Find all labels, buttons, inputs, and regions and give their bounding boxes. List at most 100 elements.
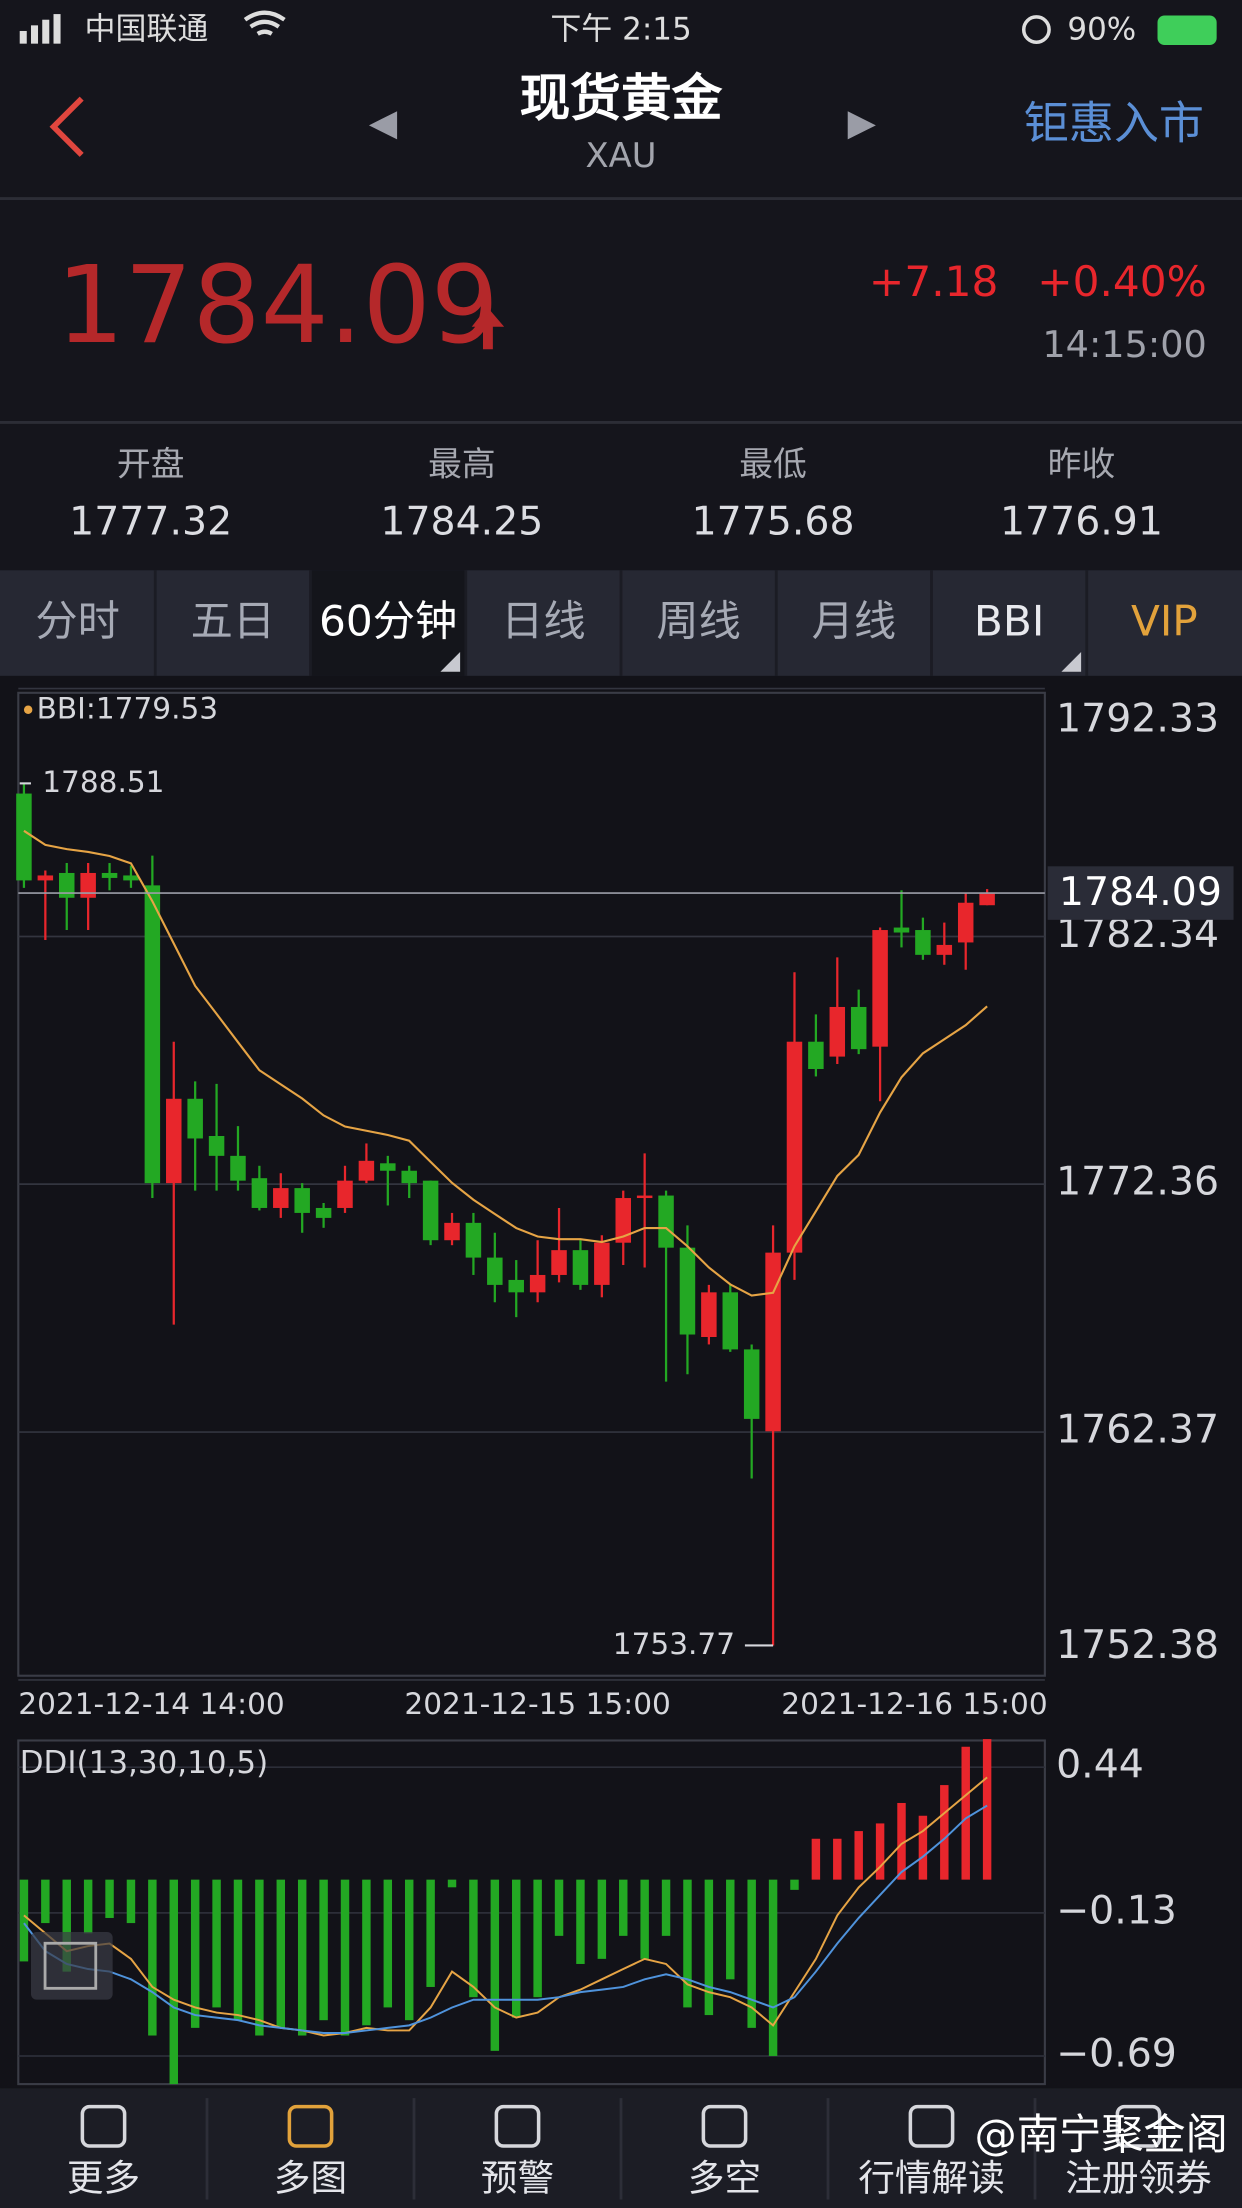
toolbar-item[interactable]: 预警 [412,2098,554,2200]
x-tick-label: 2021-12-15 15:00 [404,1687,670,1721]
stat-value: 1775.68 [692,498,855,544]
toolbar-item[interactable]: 注册领券 [1033,2098,1212,2200]
watermark: @南宁聚金阁 [974,2110,1227,2159]
candle-body [701,1292,717,1337]
ddi-bar [875,1823,885,1880]
candle-body [444,1222,460,1241]
tab[interactable]: 五日 [153,570,275,676]
ddi-bar [19,1879,29,1962]
tab[interactable]: BBI [930,570,1082,676]
candle-body [230,1155,246,1181]
y-tick-label: −0.13 [1056,1887,1177,1933]
ddi-bar [897,1802,906,1880]
ddi-bar [576,1879,585,1964]
legend: BBI:1779.53 [37,691,218,725]
candle-body [101,872,118,878]
tab[interactable]: 周线 [619,570,741,676]
ddi-bar [512,1879,521,2018]
chart-background [0,675,1242,2089]
y-tick-label: 1762.37 [1056,1407,1219,1453]
x-tick-label: 2021-12-16 15:00 [781,1687,1047,1721]
clock: 下午 2:15 [550,11,691,47]
y-tick-label: 1792.33 [1056,695,1219,741]
tab-label: 日线 [501,596,585,645]
candle-body [358,1160,375,1181]
toolbar-label: 注册领券 [1065,2156,1211,2199]
ddi-bar [319,1879,328,2021]
ddi-bar [811,1838,821,1880]
back-button[interactable] [49,96,84,157]
candle-body [422,1180,439,1241]
charts: 1752.381762.371772.361782.341792.33BBI:1… [16,687,1234,2086]
toolbar-item[interactable]: 行情解读 [826,2098,1005,2200]
quote-time: 14:15:00 [1042,323,1206,366]
toolbar-item[interactable]: 更多 [67,2104,140,2200]
ddi-bar [704,1879,714,2016]
wifi-icon [243,10,286,36]
ddi-bar [340,1879,350,2036]
ddi-bar [447,1879,457,1888]
min-label: 1753.77 [613,1627,735,1661]
candle-body [594,1242,610,1285]
toolbar-label: 多图 [274,2156,347,2199]
toolbar-icon [80,2104,127,2148]
tab[interactable]: 月线 [774,570,896,676]
legend-value: 1779.53 [96,691,218,725]
header: 现货黄金 XAU 钜惠入市 [0,68,1242,200]
toggle-icon[interactable] [30,1932,113,2000]
ddi-bar [918,1815,928,1880]
ddi-bar [533,1879,542,1998]
tab[interactable]: 60分钟 [309,570,466,676]
tab[interactable]: 分时 [35,596,119,645]
toolbar: 更多 多图 预警 多空 行情解读 注册领券 [0,2088,1242,2208]
stats: 开盘 1777.32 最高 1784.25 最低 1775.68 昨收 1776.91 [69,445,1163,545]
candle-body [315,1207,332,1218]
tab-label: 分时 [35,596,119,645]
candle-body [615,1198,631,1243]
candle-body [658,1195,674,1248]
ddi-bar [426,1879,435,1987]
toolbar-item[interactable]: 多图 [205,2098,347,2200]
ddi-bar [169,1879,178,2085]
ddi-bar [190,1879,200,2028]
toolbar-icon [287,2104,334,2148]
candle-body [915,930,931,955]
tab[interactable]: VIP [1085,570,1198,676]
candle-body [144,885,161,1184]
toolbar-label: 行情解读 [858,2156,1004,2199]
candle-body [37,875,54,881]
tab-label: VIP [1131,596,1198,645]
signal-bar [30,25,39,44]
candle-body [979,893,995,906]
candle-body [487,1257,503,1285]
candle-body [337,1180,353,1208]
ddi-bar [276,1879,286,2028]
last-price-label: 1784.09 [1059,869,1222,915]
stat-label: 最高 [428,445,496,484]
candle-body [187,1098,203,1139]
prev-button[interactable] [368,111,398,140]
ddi-bar [940,1785,949,1880]
indicator-line [23,829,988,1297]
ddi-bar [404,1879,414,2021]
signal-bar [19,30,27,44]
candle-body [808,1041,824,1070]
toolbar-item[interactable]: 多空 [619,2098,761,2200]
next-button[interactable] [847,111,876,140]
ddi-line [23,1776,988,2037]
ddi-bar [62,1879,71,1972]
tab[interactable]: 日线 [464,570,586,676]
candle-body [508,1279,524,1293]
tab-label: 60分钟 [319,596,457,645]
change-percent: +0.40% [1037,257,1207,306]
candle-body [529,1274,546,1293]
carrier: 中国联通 [84,11,208,47]
x-tick-label: 2021-12-14 14:00 [18,1687,284,1721]
y-tick-label: 0.44 [1056,1742,1144,1788]
lock-icon [1021,15,1051,45]
max-label: 1788.51 [42,765,164,799]
promo-link[interactable]: 钜惠入市 [1024,97,1204,150]
ddi-bar [469,1879,478,1998]
legend-sep: : [86,691,96,725]
